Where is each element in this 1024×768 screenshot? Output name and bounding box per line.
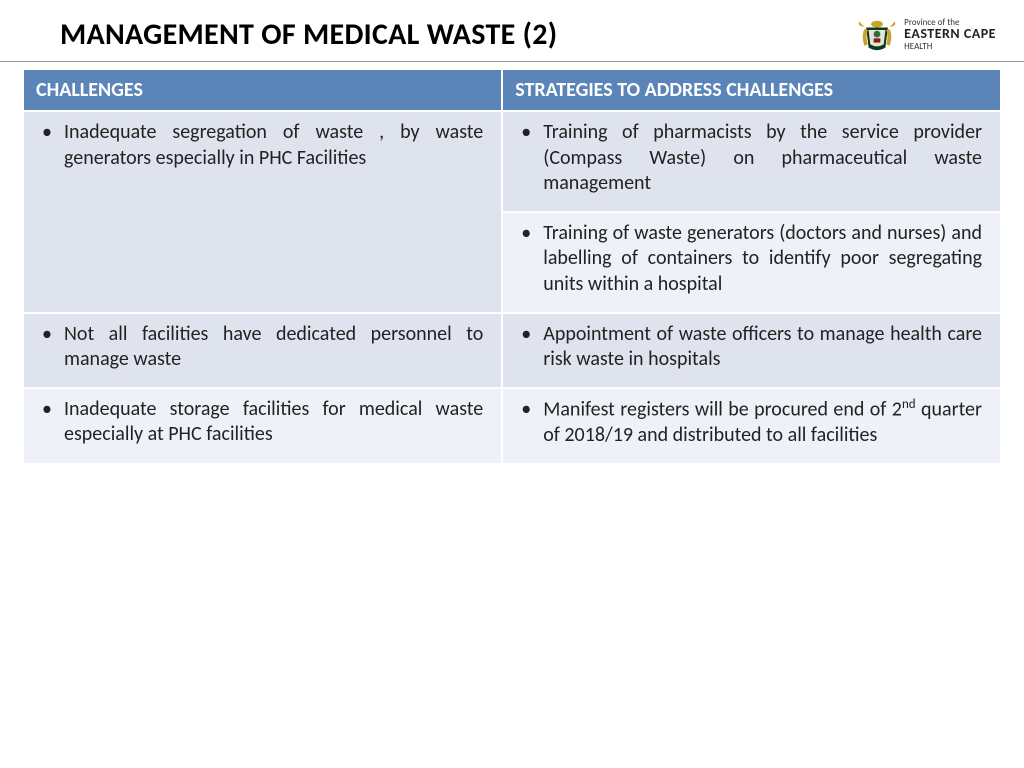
strategy-cell: Training of waste generators (doctors an… [503, 213, 1000, 312]
strategy-item: Manifest registers will be procured end … [543, 397, 982, 449]
strategy-cell: Appointment of waste officers to manage … [503, 314, 1000, 387]
strategy-item: Training of waste generators (doctors an… [543, 221, 982, 298]
table-row: Inadequate storage facilities for medica… [24, 389, 1000, 463]
slide-header: MANAGEMENT OF MEDICAL WASTE (2) Province… [0, 0, 1024, 62]
table-header-row: CHALLENGES STRATEGIES TO ADDRESS CHALLEN… [24, 70, 1000, 110]
col-header-challenges: CHALLENGES [24, 70, 501, 110]
table-row: Not all facilities have dedicated person… [24, 314, 1000, 387]
challenge-cell: Inadequate segregation of waste , by was… [24, 112, 501, 312]
strategy-item: Appointment of waste officers to manage … [543, 322, 982, 373]
logo-line2: EASTERN CAPE [904, 27, 996, 41]
province-logo: Province of the EASTERN CAPE HEALTH [856, 17, 996, 53]
challenges-table: CHALLENGES STRATEGIES TO ADDRESS CHALLEN… [22, 68, 1002, 465]
challenge-item: Not all facilities have dedicated person… [64, 322, 483, 373]
challenge-cell: Not all facilities have dedicated person… [24, 314, 501, 387]
challenge-item: Inadequate segregation of waste , by was… [64, 120, 483, 171]
table-container: CHALLENGES STRATEGIES TO ADDRESS CHALLEN… [0, 62, 1024, 465]
col-header-strategies: STRATEGIES TO ADDRESS CHALLENGES [503, 70, 1000, 110]
challenge-item: Inadequate storage facilities for medica… [64, 397, 483, 448]
strategy-item: Training of pharmacists by the service p… [543, 120, 982, 197]
strategy-cell: Training of pharmacists by the service p… [503, 112, 1000, 211]
crest-icon [856, 17, 898, 53]
logo-text: Province of the EASTERN CAPE HEALTH [904, 18, 996, 51]
page-title: MANAGEMENT OF MEDICAL WASTE (2) [60, 16, 557, 53]
challenge-cell: Inadequate storage facilities for medica… [24, 389, 501, 463]
strategy-cell: Manifest registers will be procured end … [503, 389, 1000, 463]
table-row: Inadequate segregation of waste , by was… [24, 112, 1000, 211]
logo-line3: HEALTH [904, 42, 996, 51]
